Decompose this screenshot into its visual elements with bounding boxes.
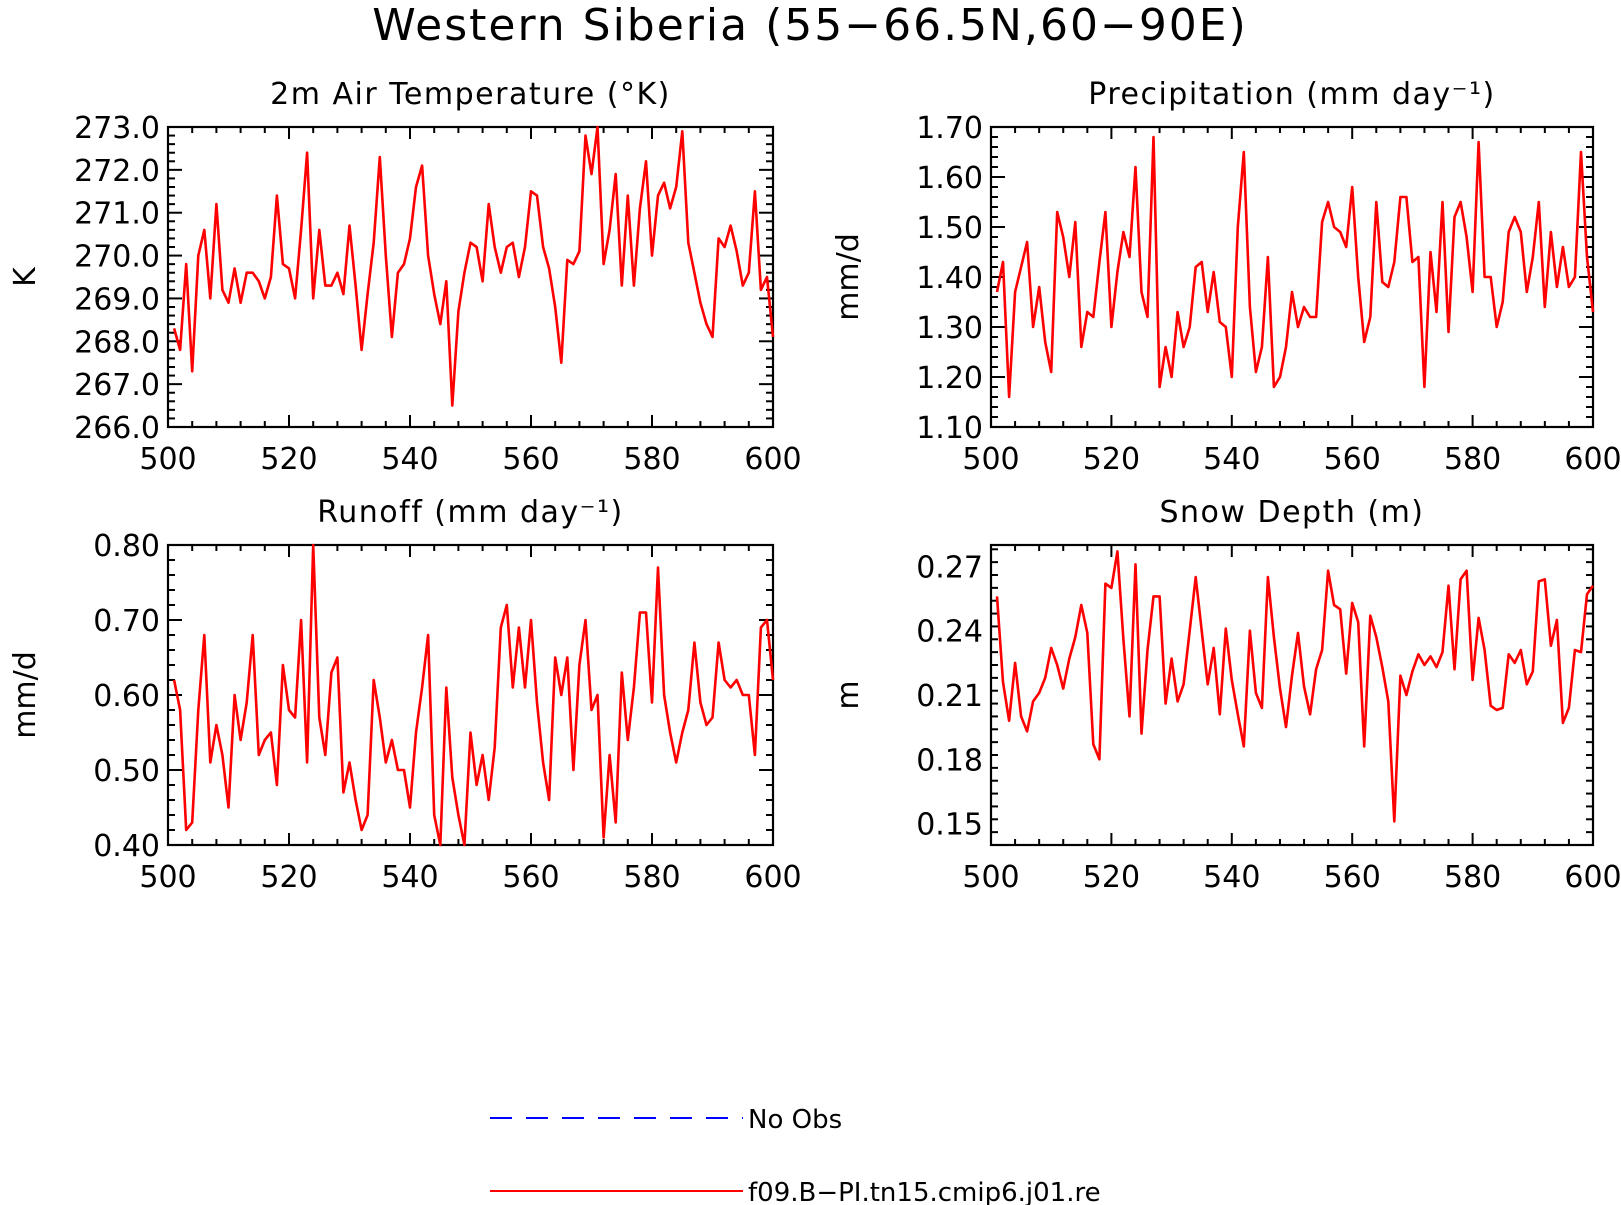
y-tick-label: 0.18 xyxy=(916,743,983,778)
panel-1: 2m Air Temperature (°K) 500 520 540 560 580 60… xyxy=(8,77,802,477)
series-line-1 xyxy=(995,550,1595,823)
y-tick-label: 0.24 xyxy=(916,615,983,650)
x-tick-label: 560 xyxy=(1324,442,1381,477)
y-tick-label: 1.70 xyxy=(916,111,983,146)
x-tick-label: 600 xyxy=(1564,442,1621,477)
x-tick-label: 600 xyxy=(1564,860,1621,895)
y-tick-label: 0.15 xyxy=(916,808,983,843)
plot-frame xyxy=(989,125,1595,429)
legend-label: No Obs xyxy=(748,1105,842,1135)
y-tick-label: 268.0 xyxy=(74,325,160,360)
x-tick-label: 520 xyxy=(260,442,317,477)
panels-group: 2m Air Temperature (°K) 500 520 540 560 580 60… xyxy=(8,77,1621,895)
panel-title: 2m Air Temperature (°K) xyxy=(270,77,671,112)
plot-frame xyxy=(166,125,775,429)
y-tick-label: 1.50 xyxy=(916,211,983,246)
y-tick-label: 0.21 xyxy=(916,679,983,714)
y-tick-label: 1.20 xyxy=(916,361,983,396)
y-tick-label: 270.0 xyxy=(74,240,160,275)
plot-frame xyxy=(166,543,775,847)
y-tick-label: 0.50 xyxy=(93,754,160,789)
x-tick-label: 560 xyxy=(1324,860,1381,895)
panel-title: Runoff (mm day⁻¹) xyxy=(317,495,623,530)
y-tick-label: 266.0 xyxy=(74,411,160,446)
y-tick-label: 271.0 xyxy=(74,197,160,232)
x-tick-label: 560 xyxy=(502,442,559,477)
y-tick-label: 272.0 xyxy=(74,154,160,189)
legend-label: f09.B−PI.tn15.cmip6.j01.re xyxy=(748,1178,1101,1205)
x-tick-label: 520 xyxy=(1083,442,1140,477)
panel-title: Snow Depth (m) xyxy=(1159,495,1424,530)
figure-title: Western Siberia (55−66.5N,60−90E) xyxy=(372,0,1248,51)
legend: No Obs f09.B−PI.tn15.cmip6.j01.re xyxy=(490,1105,1101,1205)
y-tick-label: 0.60 xyxy=(93,679,160,714)
legend-entry-1: No Obs xyxy=(490,1105,842,1135)
y-tick-label: 1.40 xyxy=(916,261,983,296)
x-tick-label: 540 xyxy=(381,442,438,477)
series-line-1 xyxy=(172,125,775,407)
y-tick-label: 0.70 xyxy=(93,604,160,639)
y-tick-label: 267.0 xyxy=(74,368,160,403)
y-tick-label: 1.60 xyxy=(916,161,983,196)
x-tick-label: 500 xyxy=(139,442,196,477)
y-axis-label: mm/d xyxy=(831,233,866,321)
y-tick-label: 0.40 xyxy=(93,829,160,864)
y-tick-label: 273.0 xyxy=(74,111,160,146)
x-tick-label: 580 xyxy=(623,860,680,895)
plot-frame xyxy=(989,543,1595,847)
x-tick-label: 500 xyxy=(139,860,196,895)
x-tick-label: 500 xyxy=(962,860,1019,895)
x-tick-label: 540 xyxy=(1203,442,1260,477)
x-tick-label: 540 xyxy=(1203,860,1260,895)
x-tick-label: 600 xyxy=(744,442,801,477)
legend-entry-2: f09.B−PI.tn15.cmip6.j01.re xyxy=(490,1178,1101,1205)
panel-title: Precipitation (mm day⁻¹) xyxy=(1088,77,1495,112)
y-tick-label: 1.30 xyxy=(916,311,983,346)
y-tick-label: 269.0 xyxy=(74,282,160,317)
y-axis-label: mm/d xyxy=(8,651,43,739)
x-tick-label: 500 xyxy=(962,442,1019,477)
x-tick-label: 580 xyxy=(1444,860,1501,895)
x-tick-label: 580 xyxy=(623,442,680,477)
x-tick-label: 580 xyxy=(1444,442,1501,477)
x-tick-label: 560 xyxy=(502,860,559,895)
y-tick-label: 1.10 xyxy=(916,411,983,446)
series-line-1 xyxy=(172,543,775,847)
x-tick-label: 520 xyxy=(260,860,317,895)
y-axis-label: K xyxy=(8,266,43,287)
y-tick-label: 0.80 xyxy=(93,529,160,564)
series-line-1 xyxy=(995,135,1595,399)
x-tick-label: 600 xyxy=(744,860,801,895)
y-axis-label: m xyxy=(831,680,866,709)
x-tick-label: 520 xyxy=(1083,860,1140,895)
x-tick-label: 540 xyxy=(381,860,438,895)
panel-3: Runoff (mm day⁻¹) 500 520 540 560 580 600 0.40 0… xyxy=(8,495,802,895)
y-tick-label: 0.27 xyxy=(916,550,983,585)
panel-2: Precipitation (mm day⁻¹) 500 520 540 560 580 6… xyxy=(831,77,1621,477)
panel-4: Snow Depth (m) 500 520 540 560 580 600 0.15 0.18… xyxy=(831,495,1621,895)
